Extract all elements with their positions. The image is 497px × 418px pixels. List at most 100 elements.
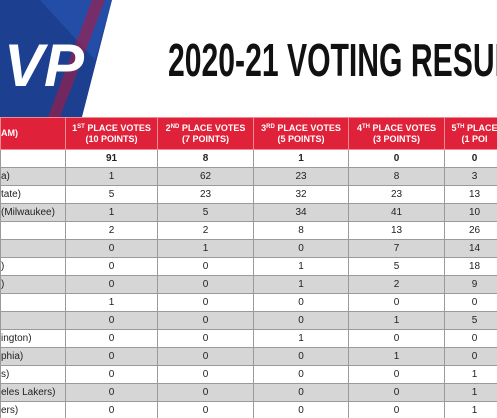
vote-cell: 0: [444, 329, 497, 348]
vote-cell: 0: [65, 311, 158, 330]
vote-cell: 0: [65, 329, 158, 348]
vote-cell: 26: [444, 221, 497, 240]
vote-cell: 23: [157, 185, 254, 204]
column-header: 5TH PLACE (1 POI: [444, 117, 497, 150]
table-row: phia) 0 0 0 1 0: [0, 347, 497, 366]
page-title: 2020-21 VOTING RESUL: [168, 34, 497, 86]
header-text: PLACE VOTES: [181, 123, 246, 133]
vote-cell: 5: [348, 257, 445, 276]
player-cell: a): [0, 167, 66, 186]
header-text: PLACE VOTES: [277, 123, 341, 133]
table-row: ers) 0 0 0 0 1: [0, 401, 497, 418]
vote-cell: 0: [157, 401, 254, 418]
player-cell: eles Lakers): [0, 383, 66, 402]
header-points: (3 POINTS): [372, 134, 420, 144]
table-row: ) 0 0 1 5 18: [0, 257, 497, 276]
vote-cell: 0: [253, 239, 349, 258]
header-row: AM) 1ST PLACE VOTES (10 POINTS) 2ND PLACE V…: [0, 117, 497, 150]
vote-cell: 0: [157, 293, 254, 312]
vote-cell: 0: [348, 365, 445, 384]
vote-cell: 0: [253, 365, 349, 384]
column-header: AM): [0, 117, 66, 150]
header-sup: TH: [456, 124, 465, 130]
vote-cell: 1: [253, 329, 349, 348]
header-num: 1: [72, 123, 78, 133]
vote-cell: 0: [65, 365, 158, 384]
player-cell: [0, 149, 66, 168]
vote-cell: 0: [348, 293, 445, 312]
vote-cell: 0: [253, 311, 349, 330]
header-text: PLACE: [467, 123, 497, 133]
player-cell: ): [0, 275, 66, 294]
table-row: tate) 5 23 32 23 13: [0, 185, 497, 204]
vote-cell: 9: [444, 275, 497, 294]
vote-cell: 0: [444, 149, 497, 168]
player-cell: tate): [0, 185, 66, 204]
header-sup: RD: [266, 124, 275, 130]
logo-stripe: [48, 0, 105, 117]
table-row: (Milwaukee) 1 5 34 41 10: [0, 203, 497, 222]
vote-cell: 0: [65, 383, 158, 402]
table-container: AM) 1ST PLACE VOTES (10 POINTS) 2ND PLACE V…: [0, 117, 497, 418]
player-cell: phia): [0, 347, 66, 366]
vote-cell: 0: [253, 401, 349, 418]
player-cell: [0, 293, 66, 312]
table-row: 91 8 1 0 0: [0, 149, 497, 168]
vote-cell: 0: [157, 365, 254, 384]
header-points: (1 POI: [461, 134, 488, 144]
table-row: ington) 0 0 1 0 0: [0, 329, 497, 348]
vote-cell: 1: [253, 257, 349, 276]
vote-cell: 5: [65, 185, 158, 204]
vote-cell: 14: [444, 239, 497, 258]
player-cell: ington): [0, 329, 66, 348]
header-num: 2: [165, 123, 171, 133]
column-header: 1ST PLACE VOTES (10 POINTS): [65, 117, 158, 150]
vote-cell: 3: [444, 167, 497, 186]
vote-cell: 0: [348, 329, 445, 348]
table-row: 0 1 0 7 14: [0, 239, 497, 258]
table-row: ) 0 0 1 2 9: [0, 275, 497, 294]
vote-cell: 0: [65, 239, 158, 258]
vote-cell: 1: [253, 149, 349, 168]
vote-cell: 0: [444, 347, 497, 366]
player-cell: [0, 311, 66, 330]
header-points: (7 POINTS): [181, 134, 229, 144]
vote-cell: 18: [444, 257, 497, 276]
vote-cell: 0: [157, 383, 254, 402]
player-cell: (Milwaukee): [0, 203, 66, 222]
vote-cell: 0: [157, 257, 254, 276]
vote-cell: 1: [348, 311, 445, 330]
table-row: s) 0 0 0 0 1: [0, 365, 497, 384]
vote-cell: 23: [348, 185, 445, 204]
vote-cell: 0: [253, 293, 349, 312]
vote-cell: 2: [348, 275, 445, 294]
vote-cell: 0: [253, 347, 349, 366]
vote-cell: 0: [65, 257, 158, 276]
vote-cell: 0: [65, 275, 158, 294]
vote-cell: 13: [444, 185, 497, 204]
vote-cell: 0: [348, 401, 445, 418]
header-points: (5 POINTS): [277, 134, 325, 144]
header-sup: ST: [77, 124, 85, 130]
header-points: (10 POINTS): [85, 134, 138, 144]
banner: VP 2020-21 VOTING RESUL: [0, 0, 497, 117]
vote-cell: 8: [157, 149, 254, 168]
vote-cell: 34: [253, 203, 349, 222]
vote-cell: 8: [253, 221, 349, 240]
header-text: PLACE VOTES: [87, 123, 151, 133]
vote-cell: 32: [253, 185, 349, 204]
header-text: PLACE VOTES: [372, 123, 437, 133]
header-num: 4: [356, 123, 362, 133]
logo-text: VP: [4, 32, 85, 99]
player-cell: ): [0, 257, 66, 276]
header-num: 5: [451, 123, 457, 133]
vote-cell: 0: [157, 275, 254, 294]
vote-cell: 0: [157, 347, 254, 366]
table-row: 2 2 8 13 26: [0, 221, 497, 240]
header-sup: TH: [361, 124, 370, 130]
vote-cell: 23: [253, 167, 349, 186]
column-header: 4TH PLACE VOTES (3 POINTS): [348, 117, 445, 150]
